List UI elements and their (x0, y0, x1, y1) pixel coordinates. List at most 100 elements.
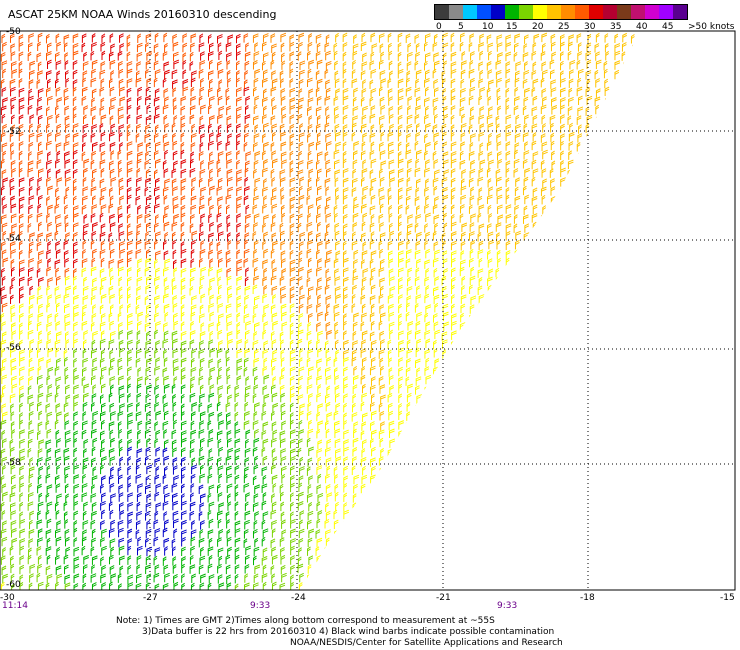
wind-barb (252, 33, 259, 43)
note-line: NOAA/NESDIS/Center for Satellite Applica… (290, 638, 563, 648)
wind-barb (55, 86, 61, 97)
wind-barb (478, 294, 485, 304)
wind-barb (126, 68, 133, 79)
wind-barb (36, 212, 43, 223)
wind-barb (397, 95, 404, 106)
wind-barb (443, 113, 449, 124)
wind-barb (468, 124, 473, 134)
wind-barb (73, 241, 78, 251)
wind-barb (523, 96, 529, 107)
wind-barb (28, 204, 33, 215)
wind-barb (199, 249, 206, 259)
wind-barb (180, 185, 186, 196)
wind-barb (505, 160, 511, 170)
wind-barb (162, 77, 167, 88)
wind-barb (83, 276, 88, 287)
wind-barb (495, 69, 502, 80)
wind-barb (450, 221, 457, 232)
wind-barb (90, 266, 97, 277)
wind-barb (182, 52, 187, 62)
wind-barb (46, 249, 52, 259)
wind-barb (11, 223, 17, 233)
wind-barb (155, 284, 159, 295)
wind-barb (432, 257, 439, 268)
wind-barb (155, 303, 159, 314)
wind-barb (136, 114, 143, 125)
wind-barb (190, 204, 197, 215)
wind-barb (262, 150, 266, 160)
wind-barb (64, 204, 68, 215)
wind-barb (10, 43, 16, 53)
wind-barb (289, 34, 295, 44)
wind-barb (262, 276, 268, 286)
wind-barb (209, 168, 213, 179)
wind-barb (289, 150, 294, 161)
wind-barb (243, 195, 249, 205)
legend-swatch (631, 5, 645, 19)
wind-barb (208, 285, 213, 296)
wind-barb (180, 149, 185, 160)
wind-barb (362, 52, 367, 62)
wind-barb (397, 51, 402, 62)
wind-barb (180, 168, 187, 179)
note-line: Note: 1) Times are GMT 2)Times along bot… (116, 616, 495, 626)
wind-barb (551, 105, 558, 115)
wind-barb (100, 204, 107, 214)
wind-barb (172, 150, 178, 161)
wind-barb (479, 87, 486, 97)
wind-barb (433, 79, 439, 89)
legend-swatch (617, 5, 631, 19)
wind-barb (91, 115, 96, 125)
wind-barb (405, 205, 410, 215)
wind-barb (333, 205, 338, 215)
wind-barb (83, 167, 88, 178)
wind-barb (307, 106, 312, 116)
wind-barb (64, 222, 69, 232)
wind-barb (550, 122, 554, 133)
wind-barb (450, 151, 457, 161)
wind-barb (126, 240, 133, 250)
wind-barb (387, 294, 394, 304)
wind-barb (18, 131, 24, 142)
wind-barb (424, 259, 430, 269)
wind-barb (549, 69, 555, 79)
wind-barb (10, 142, 14, 152)
wind-barb (308, 33, 313, 43)
wind-barb (450, 68, 457, 79)
wind-barb (505, 114, 512, 125)
wind-barb (9, 132, 14, 142)
wind-barb (397, 187, 403, 197)
wind-barb (280, 204, 285, 215)
wind-barb (604, 33, 609, 43)
wind-barb (271, 259, 276, 269)
wind-barb (28, 132, 35, 143)
wind-barb (415, 214, 422, 224)
wind-barb (83, 223, 89, 233)
wind-barb (82, 123, 89, 134)
wind-barb (425, 248, 431, 259)
wind-barb (10, 160, 16, 170)
wind-barb (425, 86, 429, 97)
wind-barb (108, 51, 114, 62)
wind-barb (154, 51, 159, 62)
wind-barb (164, 178, 170, 188)
wind-barb (370, 177, 377, 188)
wind-barb (145, 151, 149, 161)
wind-barb (100, 150, 106, 161)
wind-barb (450, 95, 456, 106)
wind-barb (198, 42, 205, 52)
wind-barb (109, 294, 115, 304)
wind-barb (306, 304, 313, 314)
wind-barb (479, 69, 484, 80)
wind-barb (325, 114, 330, 124)
wind-barb (19, 276, 25, 287)
wind-barb (388, 60, 393, 71)
wind-barb (91, 68, 96, 79)
wind-barb (180, 267, 187, 278)
wind-barb (163, 194, 168, 205)
wind-barb (488, 132, 492, 143)
wind-barb (252, 204, 258, 214)
wind-barb (379, 222, 384, 232)
wind-barb (540, 77, 545, 88)
wind-barb (2, 257, 9, 268)
